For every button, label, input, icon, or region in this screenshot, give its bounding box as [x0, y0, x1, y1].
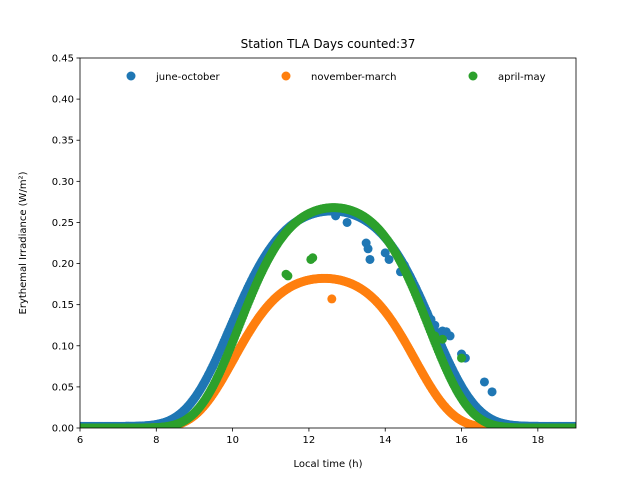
data-point: [331, 211, 341, 221]
y-axis-label: Erythemal Irradiance (W/m²): [18, 171, 29, 314]
y-tick-label: 0.00: [52, 424, 74, 435]
data-point: [430, 331, 440, 341]
data-point: [437, 334, 447, 344]
legend: june-october november-march april-may: [126, 71, 546, 83]
x-tick-label: 18: [531, 435, 544, 446]
x-tick-label: 16: [455, 435, 468, 446]
legend-item-june-october: june-october: [126, 71, 221, 83]
data-point: [445, 331, 455, 341]
y-tick-label: 0.20: [52, 259, 74, 270]
data-point: [365, 254, 375, 264]
data-point: [571, 423, 576, 428]
legend-marker: [468, 71, 478, 81]
data-point: [479, 377, 489, 387]
data-point: [487, 387, 497, 397]
data-point: [380, 248, 390, 258]
y-tick-label: 0.35: [52, 136, 74, 147]
data-points: [80, 203, 576, 428]
x-tick-label: 8: [153, 435, 159, 446]
plot-frame: [79, 57, 577, 429]
legend-marker: [281, 71, 291, 81]
axis-ticks: 6 8 10 12 14 16 18 0.00 0.05 0.10 0.15 0.20 0.25 0.30…: [52, 54, 544, 447]
y-tick-label: 0.45: [52, 54, 74, 65]
legend-label: april-may: [498, 72, 546, 83]
x-tick-label: 10: [226, 435, 239, 446]
data-point: [283, 271, 293, 281]
y-tick-label: 0.25: [52, 218, 74, 229]
legend-item-april-may: april-may: [468, 71, 546, 83]
y-tick-label: 0.10: [52, 341, 74, 352]
data-point: [363, 244, 373, 254]
chart-title: Station TLA Days counted:37: [241, 37, 416, 51]
legend-marker: [126, 71, 136, 81]
data-point: [384, 254, 394, 264]
data-point: [327, 294, 337, 304]
y-tick-label: 0.30: [52, 177, 74, 188]
x-axis-label: Local time (h): [293, 459, 362, 470]
legend-label: june-october: [155, 72, 221, 83]
series-april-may: [80, 203, 576, 428]
data-point: [308, 253, 318, 263]
y-tick-label: 0.15: [52, 300, 74, 311]
legend-item-november-march: november-march: [281, 71, 396, 83]
data-point: [342, 217, 352, 227]
x-tick-label: 6: [77, 435, 83, 446]
x-tick-label: 14: [379, 435, 392, 446]
x-tick-label: 12: [303, 435, 316, 446]
data-point: [457, 353, 467, 363]
y-tick-label: 0.40: [52, 95, 74, 106]
legend-label: november-march: [311, 72, 396, 83]
y-tick-label: 0.05: [52, 382, 74, 393]
